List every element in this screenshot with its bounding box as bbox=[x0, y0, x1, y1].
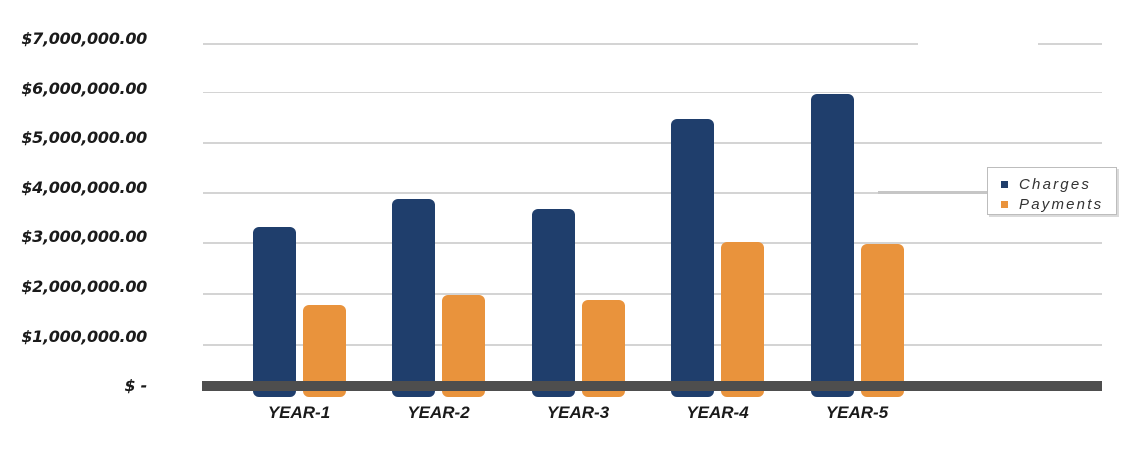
bar-payments-year-4 bbox=[721, 241, 764, 398]
y-tick-label: $4,000,000.00 bbox=[21, 177, 147, 197]
bar-payments-year-2 bbox=[442, 294, 485, 398]
bar-charges-year-1 bbox=[252, 226, 296, 398]
y-tick-label: $ - bbox=[124, 376, 148, 396]
x-category-label: YEAR-3 bbox=[546, 403, 610, 422]
gridline bbox=[203, 91, 1102, 94]
bar-payments-year-5 bbox=[860, 244, 904, 398]
legend-label-payments: Payments bbox=[1019, 195, 1104, 213]
gridline-segment bbox=[878, 191, 987, 194]
gridline-erase-patch bbox=[918, 40, 1038, 48]
gridline bbox=[203, 142, 1102, 144]
x-category-label: YEAR-2 bbox=[407, 403, 470, 422]
bar-charges-year-5 bbox=[810, 93, 854, 398]
y-tick-label: $3,000,000.00 bbox=[21, 227, 147, 247]
y-tick-label: $7,000,000.00 bbox=[21, 29, 147, 48]
x-category-label: YEAR-5 bbox=[825, 403, 889, 422]
bar-charges-year-3 bbox=[531, 209, 575, 398]
legend-item-payments: Payments bbox=[1001, 195, 1116, 213]
legend-item-charges: Charges bbox=[1001, 175, 1116, 193]
axis-baseline bbox=[202, 381, 1102, 391]
y-tick-label: $5,000,000.00 bbox=[21, 128, 147, 148]
x-category-label: YEAR-1 bbox=[267, 403, 331, 422]
gridline bbox=[203, 344, 1102, 346]
y-tick-label: $2,000,000.00 bbox=[21, 277, 147, 296]
gridline bbox=[203, 242, 1102, 244]
gridline bbox=[203, 192, 1102, 194]
legend-label-charges: Charges bbox=[1019, 175, 1092, 193]
gridline bbox=[203, 293, 1102, 295]
bar-charges-year-4 bbox=[671, 119, 714, 398]
legend: Charges Payments bbox=[987, 167, 1117, 215]
y-tick-label: $1,000,000.00 bbox=[21, 326, 147, 346]
y-tick-label: $6,000,000.00 bbox=[21, 78, 147, 98]
bar-charges-year-2 bbox=[392, 199, 435, 398]
x-category-label: YEAR-4 bbox=[686, 403, 749, 422]
payments-series-marker-icon bbox=[1001, 200, 1008, 208]
gridline bbox=[203, 43, 1102, 45]
charges-series-marker-icon bbox=[1001, 180, 1008, 188]
